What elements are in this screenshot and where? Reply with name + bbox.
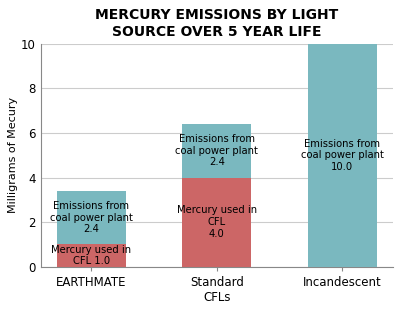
Bar bbox=[182, 178, 251, 267]
Text: Emissions from
coal power plant
2.4: Emissions from coal power plant 2.4 bbox=[50, 201, 133, 234]
Bar bbox=[182, 124, 251, 178]
Text: Emissions from
coal power plant
10.0: Emissions from coal power plant 10.0 bbox=[301, 139, 384, 172]
Text: Emissions from
coal power plant
2.4: Emissions from coal power plant 2.4 bbox=[175, 134, 258, 168]
Bar bbox=[57, 191, 126, 244]
Bar bbox=[57, 244, 126, 267]
Title: MERCURY EMISSIONS BY LIGHT
SOURCE OVER 5 YEAR LIFE: MERCURY EMISSIONS BY LIGHT SOURCE OVER 5… bbox=[95, 8, 338, 39]
Text: Mercury used in
CFL 1.0: Mercury used in CFL 1.0 bbox=[51, 245, 132, 266]
Y-axis label: Milligrams of Mecury: Milligrams of Mecury bbox=[8, 97, 18, 213]
Text: Mercury used in
CFL
4.0: Mercury used in CFL 4.0 bbox=[177, 206, 257, 239]
Bar bbox=[308, 44, 377, 267]
